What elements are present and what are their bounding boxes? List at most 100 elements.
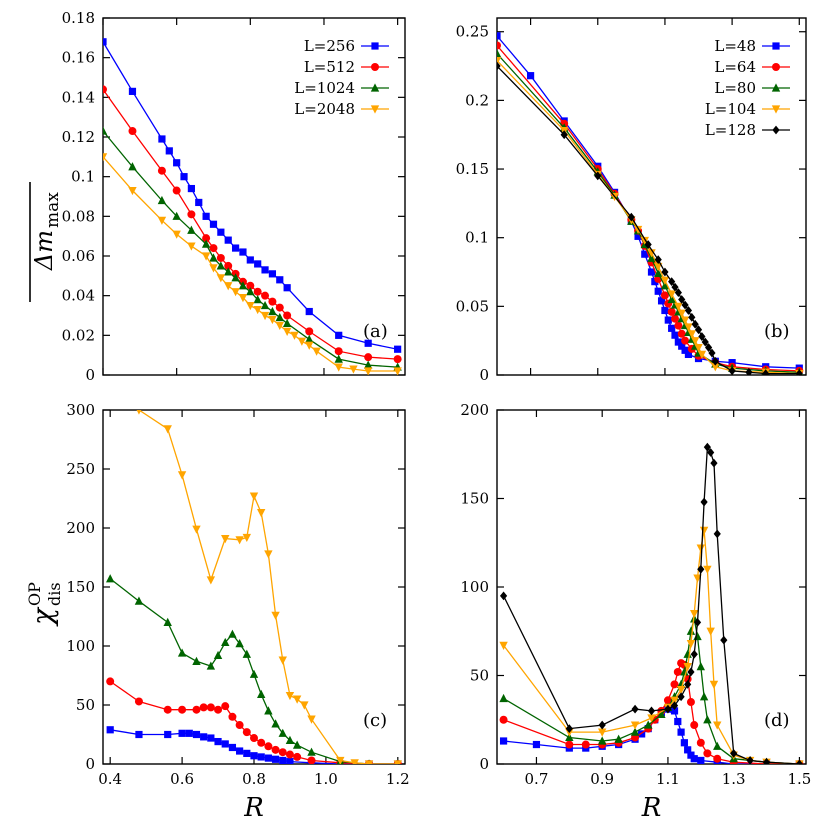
- data-point: [238, 281, 248, 290]
- data-point: [136, 410, 142, 415]
- data-point: [674, 717, 682, 726]
- data-point: [677, 692, 685, 702]
- legend-marker: [772, 42, 780, 50]
- data-point: [199, 703, 208, 712]
- data-point: [654, 262, 663, 272]
- data-point: [163, 705, 172, 714]
- data-point: [707, 448, 715, 457]
- series-L=256: [103, 38, 402, 353]
- data-point: [703, 715, 712, 724]
- data-point: [686, 698, 695, 707]
- data-point: [173, 159, 181, 167]
- data-point: [103, 85, 107, 94]
- y-tick-label: 100: [66, 637, 95, 655]
- data-point: [283, 311, 292, 320]
- y-tick-label: 0.25: [456, 23, 489, 41]
- data-point: [651, 278, 659, 286]
- data-point: [260, 300, 270, 310]
- data-point: [703, 442, 711, 452]
- data-point: [709, 680, 719, 689]
- data-point: [271, 755, 280, 763]
- data-point: [678, 295, 686, 304]
- data-point: [242, 728, 251, 737]
- x-tick-label: 1.3: [722, 770, 746, 788]
- series-L=80: [497, 49, 804, 375]
- y-tick-label: 0.2: [465, 91, 489, 109]
- data-point: [499, 693, 508, 703]
- data-point: [730, 748, 738, 758]
- data-point: [614, 734, 623, 743]
- data-point: [668, 277, 676, 287]
- data-point: [334, 354, 343, 363]
- x-tick-label: 1.1: [656, 770, 680, 788]
- data-point: [103, 38, 107, 46]
- data-point: [674, 321, 683, 330]
- data-point: [393, 760, 403, 764]
- data-point: [246, 301, 255, 311]
- data-point: [497, 41, 501, 50]
- y-tick-label: 250: [66, 460, 95, 478]
- data-point: [664, 316, 672, 324]
- series-line: [503, 618, 800, 764]
- data-point: [103, 126, 108, 135]
- data-point: [290, 331, 299, 340]
- data-point: [228, 712, 237, 721]
- data-point: [633, 225, 643, 235]
- data-point: [713, 721, 722, 730]
- data-point: [177, 648, 187, 657]
- data-point: [238, 294, 248, 303]
- data-point: [684, 306, 693, 315]
- data-point: [278, 656, 287, 665]
- data-point: [598, 720, 606, 730]
- data-point: [254, 260, 262, 268]
- y-tick-label: 0.1: [465, 229, 489, 247]
- data-point: [690, 649, 698, 659]
- data-point: [285, 750, 294, 759]
- data-point: [285, 691, 295, 701]
- data-point: [312, 347, 321, 356]
- y-tick-label: 0.05: [456, 297, 489, 315]
- data-point: [694, 343, 703, 353]
- data-point: [713, 754, 722, 763]
- data-point: [216, 261, 226, 270]
- y-tick-label: 0.08: [62, 207, 95, 225]
- data-point: [700, 497, 708, 507]
- series-L=2048: [136, 410, 403, 764]
- y-tick-label: 0.18: [62, 9, 95, 27]
- data-point: [693, 631, 702, 641]
- data-point: [157, 195, 167, 205]
- data-point: [697, 350, 707, 360]
- data-point: [670, 707, 679, 715]
- data-point: [699, 692, 709, 701]
- data-point: [644, 240, 652, 249]
- data-point: [634, 232, 642, 240]
- data-point: [187, 242, 196, 251]
- data-point: [275, 312, 284, 322]
- data-point: [703, 749, 712, 758]
- data-point: [264, 550, 273, 559]
- series-L=128: [499, 442, 804, 764]
- x-tick-label: 1.2: [386, 770, 410, 788]
- data-point: [364, 760, 374, 764]
- data-point: [239, 248, 247, 256]
- data-point: [271, 745, 280, 754]
- data-point: [282, 327, 292, 336]
- x-tick-label: 1.5: [787, 770, 811, 788]
- data-point: [349, 365, 358, 374]
- series-L=512: [103, 85, 402, 364]
- series-L=64: [497, 41, 804, 375]
- data-point: [200, 733, 208, 741]
- data-point: [687, 330, 697, 339]
- data-point: [664, 704, 672, 714]
- data-point: [278, 728, 287, 737]
- data-point: [713, 529, 721, 539]
- data-point: [202, 212, 210, 220]
- data-point: [661, 267, 669, 277]
- data-point: [697, 564, 705, 574]
- data-point: [106, 677, 115, 686]
- data-point: [676, 679, 686, 688]
- data-point: [647, 706, 656, 716]
- data-point: [334, 347, 343, 356]
- data-point: [192, 525, 201, 534]
